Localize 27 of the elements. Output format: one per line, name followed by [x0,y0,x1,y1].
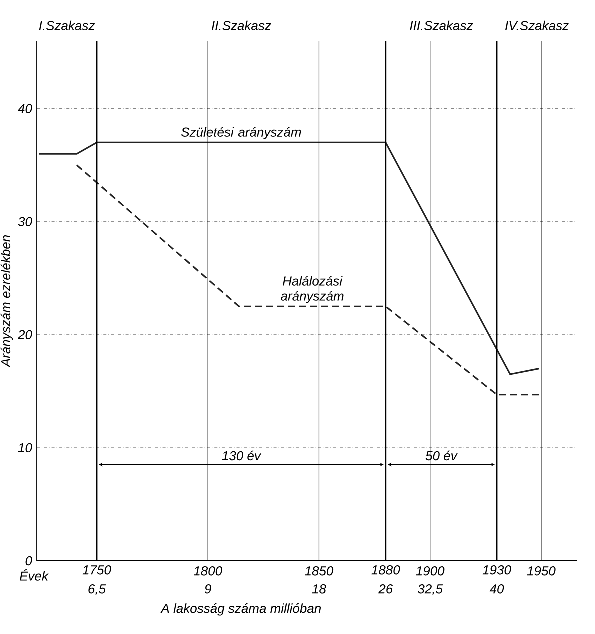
y-tick-label: 40 [18,104,32,114]
text: A lakosság száma millióban [160,604,322,616]
text: IV.Szakasz [505,20,569,30]
text: II.Szakasz [212,20,272,30]
text: III.Szakasz [410,20,474,30]
x-tick-label: 1850 [305,566,334,576]
y-tick-label: 10 [18,443,32,453]
line-series [38,142,540,376]
ref-line-label: 1880 [372,566,400,575]
text: 18 [312,584,326,594]
text: 9 [204,584,212,594]
y-axis-title: Arányszám ezrelékben [0,236,14,368]
text: 40 [490,584,504,594]
x-tick-label: 1900 [416,566,445,576]
text: 26 [378,584,394,594]
x-tick-label: 1950 [527,566,556,576]
annotation: 130 év [222,450,262,461]
y-tick-label: 20 [18,330,32,340]
ref-line-label: 1930 [482,566,512,575]
x-tick-label: 1800 [194,566,222,576]
y-tick-label: 30 [18,217,32,226]
text: 32,5 [418,584,444,596]
text: I.Szakasz [39,20,95,30]
x-axis-title: Évek [20,570,50,581]
y-tick-label: 0 [26,556,32,566]
ref-line-label: 1750 [82,566,112,575]
text: 6,5 [88,584,106,596]
